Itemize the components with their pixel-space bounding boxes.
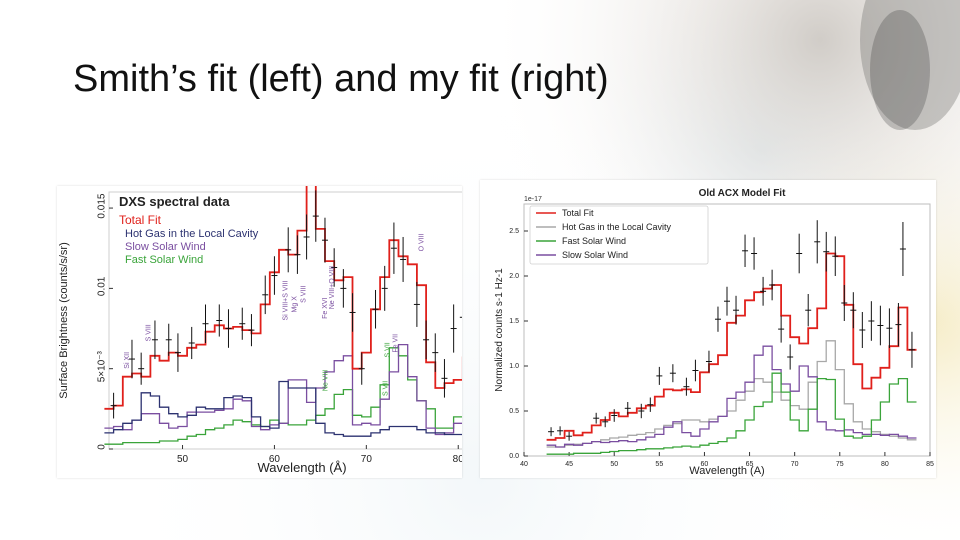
x-axis-label: Wavelength (A) bbox=[689, 465, 764, 477]
series-line-slow-solar-wind bbox=[546, 345, 917, 448]
right-chart-panel: 40 45 50 55 60 65 70 75 80 85 0.0 0.5 1.0 1.5 2.0 2.5 Wa… bbox=[480, 180, 936, 478]
legend-entry: Fast Solar Wind bbox=[125, 254, 203, 266]
legend-entry: Slow Solar Wind bbox=[562, 250, 628, 260]
line-annotation: S VII bbox=[384, 342, 391, 357]
chart-title: Old ACX Model Fit bbox=[699, 188, 787, 199]
dxs-spectrum-chart: 50 60 70 80 0 5×10⁻³ 0.01 0.015 Wavelength (Å) Su… bbox=[58, 186, 462, 475]
x-tick-label: 70 bbox=[791, 461, 799, 468]
y-tick-label: 2.5 bbox=[509, 228, 519, 235]
line-annotation: Si VIII+S VIII bbox=[282, 281, 289, 321]
line-annotation: Fe XVI bbox=[322, 297, 329, 318]
series-line-fast-solar-wind bbox=[546, 372, 917, 455]
x-tick-label: 50 bbox=[610, 461, 618, 468]
y-tick-label: 2.0 bbox=[509, 273, 519, 280]
plot-area bbox=[108, 191, 462, 450]
x-tick-label: 45 bbox=[565, 461, 573, 468]
slide-title: Smith’s fit (left) and my fit (right) bbox=[73, 58, 609, 100]
x-tick-label: 85 bbox=[926, 461, 934, 468]
line-annotation: S VII bbox=[382, 381, 389, 396]
line-annotation: Ne VIII bbox=[323, 370, 330, 391]
y-tick-label: 5×10⁻³ bbox=[97, 350, 108, 382]
legend-entry: Hot Gas in the Local Cavity bbox=[562, 222, 672, 232]
line-annotation: Mg X bbox=[291, 296, 298, 313]
legend-entry: Fast Solar Wind bbox=[562, 236, 626, 246]
x-tick-label: 80 bbox=[453, 454, 462, 465]
x-tick-label: 65 bbox=[746, 461, 754, 468]
series-line-hot-gas-in-the-local-cavity bbox=[546, 340, 917, 448]
x-tick-label: 40 bbox=[520, 461, 528, 468]
x-tick-label: 80 bbox=[881, 461, 889, 468]
line-annotation: S VIII bbox=[301, 286, 308, 303]
y-tick-label: 0.015 bbox=[97, 193, 108, 218]
series-line-hot-gas-in-the-local-cavity bbox=[104, 380, 462, 437]
line-annotation: O VIII bbox=[418, 233, 425, 251]
y-tick-label: 0.5 bbox=[509, 408, 519, 415]
y-tick-label: 0 bbox=[97, 444, 108, 450]
legend-entry: Hot Gas in the Local Cavity bbox=[125, 228, 259, 240]
legend-box bbox=[529, 205, 709, 265]
legend-entry: Slow Solar Wind bbox=[125, 241, 206, 253]
series-line-slow-solar-wind bbox=[104, 343, 462, 436]
y-tick-label: 0.01 bbox=[97, 276, 108, 296]
legend-entry: Total Fit bbox=[119, 213, 162, 227]
x-tick-label: 60 bbox=[269, 454, 281, 465]
acx-model-chart: 40 45 50 55 60 65 70 75 80 85 0.0 0.5 1.0 1.5 2.0 2.5 Wa… bbox=[494, 188, 934, 477]
x-tick-label: 70 bbox=[361, 454, 373, 465]
y-axis-label: Surface Brightness (counts/s/sr) bbox=[58, 242, 70, 399]
line-annotation: S VIII bbox=[145, 324, 152, 341]
axis-offset-text: 1e-17 bbox=[524, 196, 542, 203]
x-axis-label: Wavelength (Å) bbox=[257, 460, 346, 475]
y-axis-label: Normalized counts s-1 Hz-1 bbox=[494, 268, 505, 392]
line-annotation: Si XII bbox=[124, 352, 131, 369]
series-line-total-fit bbox=[546, 252, 917, 441]
line-annotation: Fe VII bbox=[393, 334, 400, 353]
x-tick-label: 60 bbox=[701, 461, 709, 468]
x-tick-label: 55 bbox=[655, 461, 663, 468]
y-tick-label: 1.5 bbox=[509, 318, 519, 325]
y-tick-label: 0.0 bbox=[509, 453, 519, 460]
series-line-fast-solar-wind bbox=[104, 347, 462, 445]
left-chart-panel: 50 60 70 80 0 5×10⁻³ 0.01 0.015 Wavelength (Å) Su… bbox=[57, 186, 462, 478]
series-line-total-fit bbox=[104, 186, 462, 410]
legend-entry: Total Fit bbox=[562, 208, 594, 218]
x-tick-label: 50 bbox=[177, 454, 189, 465]
y-tick-label: 1.0 bbox=[509, 363, 519, 370]
line-annotation: Ne VIII+O VIII bbox=[329, 266, 336, 309]
chart-title: DXS spectral data bbox=[119, 194, 230, 209]
x-tick-label: 75 bbox=[836, 461, 844, 468]
